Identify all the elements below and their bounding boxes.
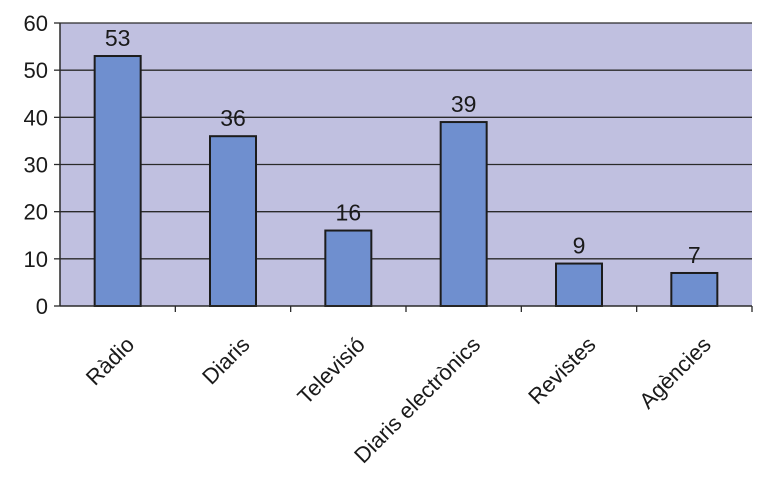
data-label: 9 <box>573 233 586 259</box>
x-category-label: Revistes <box>523 332 600 409</box>
data-labels: 53 36 16 39 9 7 <box>105 25 701 268</box>
y-tick-label: 20 <box>24 200 48 225</box>
y-tick-label: 40 <box>24 105 48 130</box>
y-tick-label: 60 <box>24 11 48 36</box>
data-label: 36 <box>220 105 246 131</box>
y-tick-label: 0 <box>36 294 48 319</box>
y-tick-label: 10 <box>24 247 48 272</box>
x-category-label: Diaris <box>197 332 254 389</box>
data-label: 16 <box>336 200 362 226</box>
bars <box>93 55 719 308</box>
bar <box>555 262 603 307</box>
grid-lines <box>60 22 752 260</box>
y-tick-label: 30 <box>24 153 48 178</box>
bar <box>670 271 719 308</box>
x-category-label: Agències <box>634 332 716 414</box>
bar <box>93 55 142 308</box>
bar <box>209 135 257 307</box>
data-label: 7 <box>688 242 701 268</box>
data-label: 53 <box>105 25 131 51</box>
bar <box>439 121 488 307</box>
x-category-label: Televisió <box>293 332 370 409</box>
x-category-label: Diaris electrònics <box>349 332 485 468</box>
y-axis-ticks: 0 10 20 30 40 50 60 <box>24 11 60 319</box>
data-label: 39 <box>451 91 477 117</box>
bar <box>324 229 373 308</box>
x-category-label: Ràdio <box>81 332 139 390</box>
y-tick-label: 50 <box>24 58 48 83</box>
